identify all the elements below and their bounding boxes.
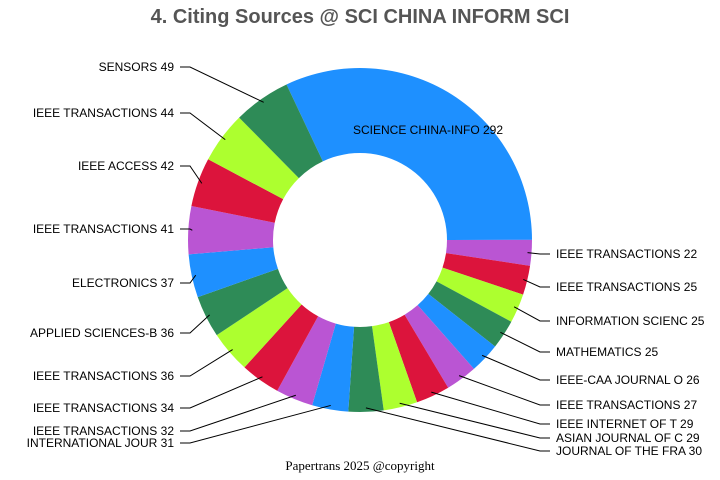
donut-slice [277, 316, 336, 406]
slice-label: IEEE TRANSACTIONS 27 [556, 398, 697, 412]
donut-slice [208, 117, 299, 200]
leader-line [399, 402, 550, 439]
leader-line [431, 391, 550, 425]
leader-line [180, 404, 331, 444]
donut-slice [417, 293, 496, 369]
slice-label: IEEE ACCESS 42 [78, 159, 174, 173]
donut-slice [191, 159, 284, 223]
slice-label: IEEE TRANSACTIONS 25 [556, 280, 697, 294]
slice-label: JOURNAL OF THE FRA 30 [556, 444, 702, 458]
leader-line [481, 354, 550, 381]
leader-line [523, 278, 550, 288]
leader-line [527, 252, 550, 255]
chart-title: 4. Citing Sources @ SCI CHINA INFORM SCI [150, 6, 570, 28]
slice-label: IEEE-CAA JOURNAL O 26 [556, 373, 700, 387]
slice-label: INTERNATIONAL JOUR 31 [27, 436, 175, 450]
donut-slice [436, 267, 524, 322]
donut-slice [372, 322, 418, 411]
donut-slice [239, 84, 323, 179]
slice-label: ELECTRONICS 37 [72, 276, 174, 290]
donut-slice [388, 314, 449, 403]
slice-label: IEEE TRANSACTIONS 36 [33, 369, 174, 383]
donut-slice [197, 268, 288, 336]
slice-label: IEEE INTERNET OF T 29 [556, 417, 694, 431]
leader-line [180, 314, 210, 334]
slice-label: INFORMATION SCIENC 25 [556, 314, 705, 328]
donut-slice [244, 304, 319, 391]
donut-slice [446, 239, 532, 266]
donut-slice [442, 253, 531, 295]
leader-line [180, 228, 193, 231]
copyright-footer: Papertrans 2025 @copyright [285, 458, 435, 473]
slice-label: IEEE TRANSACTIONS 41 [33, 222, 174, 236]
leader-line [458, 375, 550, 406]
leader-line [180, 349, 233, 377]
slice-label: SCIENCE CHINA-INFO 292 [353, 123, 503, 137]
slice-label: ASIAN JOURNAL OF C 29 [556, 431, 700, 445]
slice-label: IEEE TRANSACTIONS 22 [556, 247, 697, 261]
donut-slice [216, 288, 302, 368]
slice-label: MATHEMATICS 25 [556, 345, 659, 359]
leader-line [180, 376, 263, 409]
leader-line [180, 66, 264, 103]
slice-label: APPLIED SCIENCES-B 36 [30, 326, 174, 340]
leader-line [513, 306, 550, 322]
leader-line [180, 394, 296, 432]
donut-slice [312, 323, 355, 412]
leader-line [180, 274, 197, 284]
leader-line [365, 407, 550, 452]
donut-slice [404, 305, 474, 388]
leader-line [180, 165, 203, 184]
leader-line [500, 331, 550, 353]
donut-slice [428, 281, 512, 347]
slice-label: IEEE TRANSACTIONS 44 [33, 106, 174, 120]
donut-slice [188, 247, 278, 298]
slice-label: SENSORS 49 [99, 60, 175, 74]
donut-slice [286, 68, 532, 240]
slice-label: IEEE TRANSACTIONS 34 [33, 401, 174, 415]
donut-slice [188, 205, 275, 255]
leader-line [180, 112, 226, 141]
donut-slice [348, 326, 384, 412]
slice-label: IEEE TRANSACTIONS 32 [33, 424, 174, 438]
